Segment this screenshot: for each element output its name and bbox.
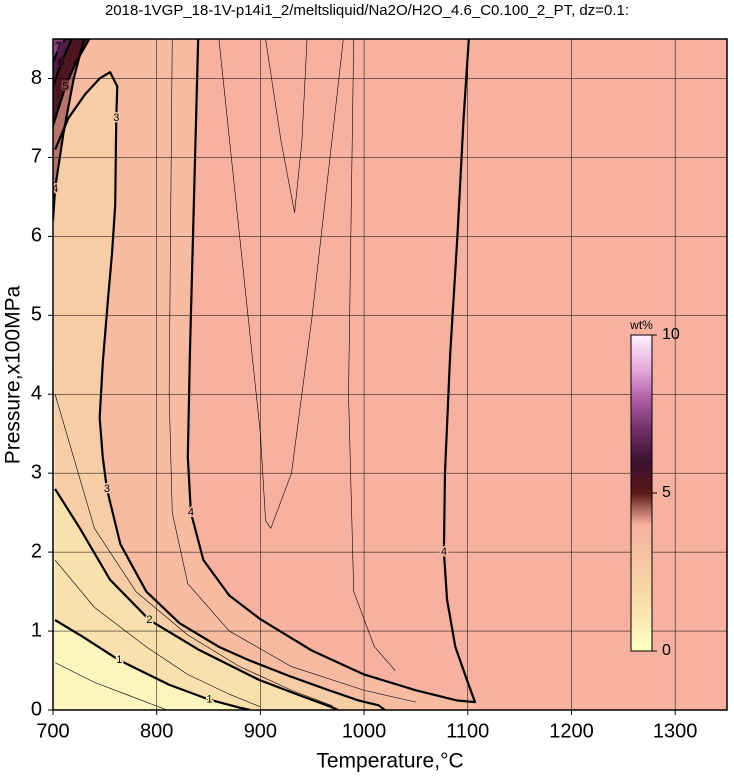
y-tick-label: 0 bbox=[31, 698, 42, 720]
contour-line bbox=[54, 394, 334, 707]
x-tick-label: 1300 bbox=[653, 720, 698, 742]
contour-line bbox=[218, 39, 344, 529]
contour-line bbox=[53, 39, 86, 221]
contour-label: 4 bbox=[188, 507, 194, 519]
contour-line bbox=[348, 39, 396, 671]
x-tick-label: 900 bbox=[244, 720, 277, 742]
y-tick-label: 3 bbox=[31, 461, 42, 483]
contour-fill bbox=[53, 39, 476, 710]
contour-label: 3 bbox=[104, 483, 110, 495]
x-tick-label: 700 bbox=[36, 720, 69, 742]
y-tick-label: 7 bbox=[31, 146, 42, 168]
chart-title: 2018-1VGP_18-1V-p14i1_2/meltsliquid/Na2O… bbox=[105, 2, 629, 19]
contour-line bbox=[53, 39, 73, 87]
plot-area: 4 4 3 3 2 1 1 4 5 6 7 bbox=[52, 39, 727, 710]
contour-line bbox=[53, 39, 67, 64]
contour-label: 1 bbox=[207, 694, 213, 706]
contour-fill bbox=[53, 39, 251, 710]
contour-label: 2 bbox=[146, 614, 152, 626]
contour-label: 4 bbox=[441, 546, 447, 558]
colorbar-tick-label: 0 bbox=[662, 642, 671, 659]
contour-line bbox=[168, 39, 416, 703]
y-tick-label: 4 bbox=[31, 383, 42, 405]
contour-line bbox=[265, 39, 308, 213]
contour-line bbox=[54, 662, 168, 710]
x-tick-label: 1100 bbox=[446, 720, 489, 742]
x-tick-label: 800 bbox=[140, 720, 173, 742]
x-tick-label: 1000 bbox=[342, 720, 387, 742]
contour-line bbox=[186, 39, 477, 704]
contour-line bbox=[54, 488, 339, 710]
y-tick-label: 6 bbox=[31, 225, 42, 247]
contour-label: 6 bbox=[58, 57, 64, 69]
y-tick-label: 2 bbox=[31, 540, 42, 562]
contour-label: 5 bbox=[62, 80, 68, 92]
contour-label: 4 bbox=[52, 183, 58, 195]
colorbar-tick-label: 5 bbox=[662, 484, 671, 501]
contour-line bbox=[54, 619, 251, 710]
y-tick-label: 5 bbox=[31, 304, 42, 326]
colorbar-tick-label: 10 bbox=[662, 326, 680, 343]
contour-line bbox=[54, 71, 386, 710]
contour-label: 1 bbox=[116, 654, 122, 666]
contour-label: 3 bbox=[113, 112, 119, 124]
contour-line bbox=[53, 39, 91, 127]
colorbar bbox=[630, 334, 653, 652]
y-tick-label: 8 bbox=[31, 67, 42, 89]
y-tick-label: 1 bbox=[31, 619, 42, 641]
colorbar-label: wt% bbox=[629, 318, 653, 332]
x-tick-label: 1200 bbox=[549, 720, 594, 742]
y-axis-label: Pressure,x100MPa bbox=[2, 285, 25, 464]
plot-frame bbox=[52, 38, 728, 711]
contour-fill bbox=[53, 39, 66, 63]
contour-label: 7 bbox=[56, 41, 62, 53]
contour-line bbox=[54, 559, 261, 708]
x-axis-label: Temperature,°C bbox=[316, 750, 463, 773]
